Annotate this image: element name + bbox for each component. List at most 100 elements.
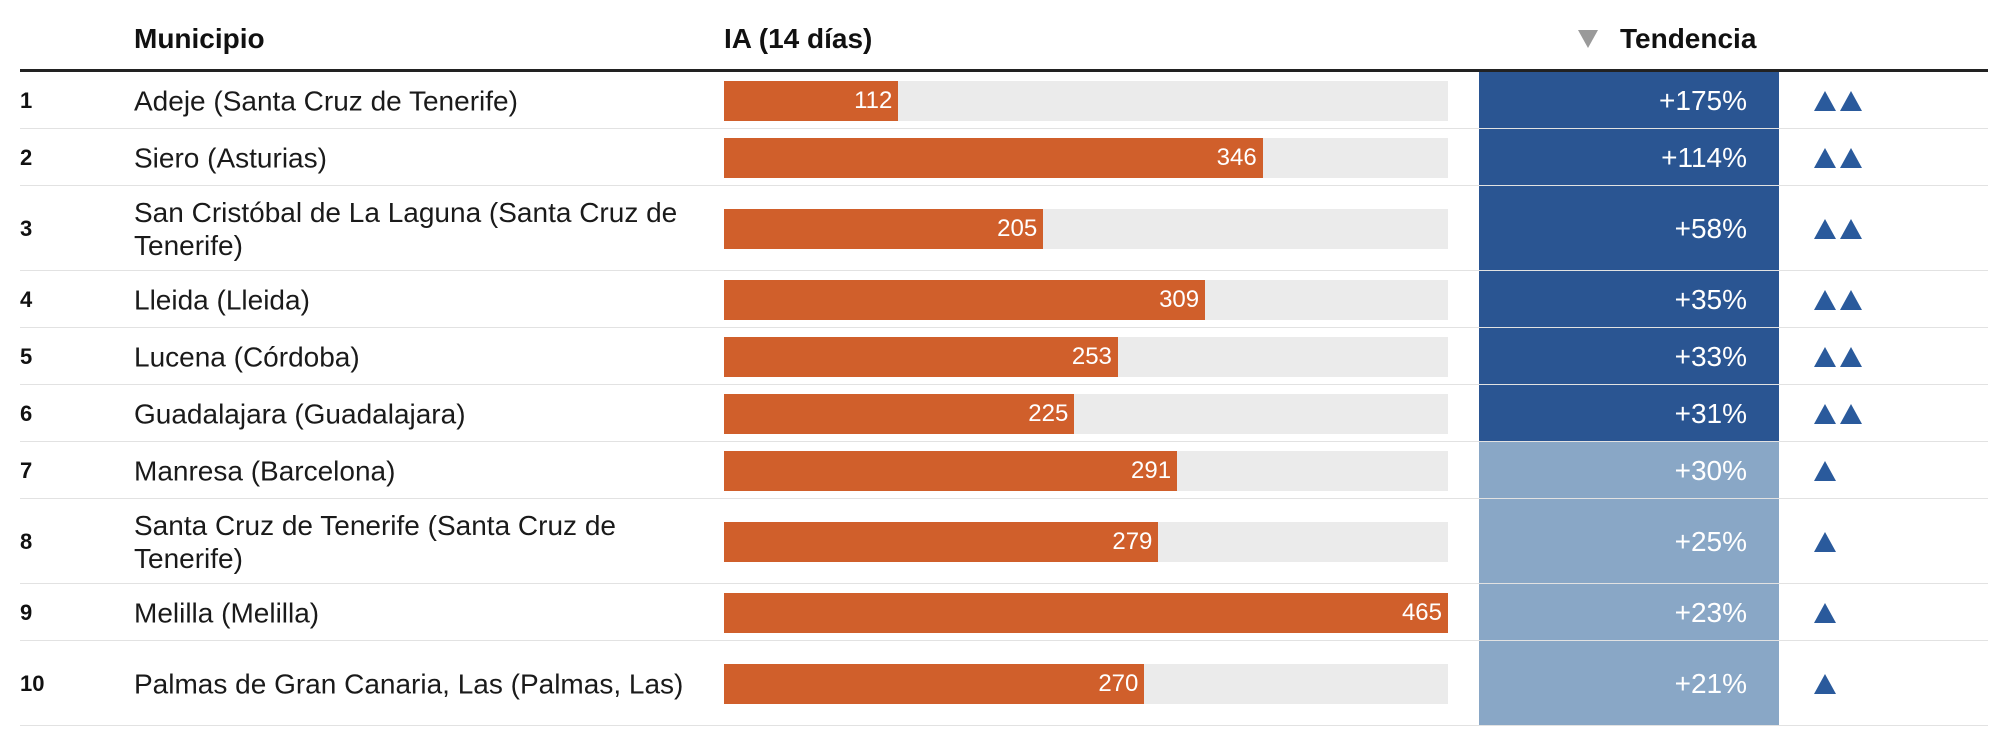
ia-value-label: 112 (854, 86, 893, 114)
trend-value: +25% (1674, 525, 1747, 557)
rank-number: 10 (20, 670, 45, 696)
trend-value: +35% (1674, 283, 1747, 315)
trend-value: +175% (1659, 84, 1747, 116)
header-ia[interactable]: IA (14 días) (724, 23, 873, 54)
ia-bar: 291 (724, 450, 1178, 491)
rank-number: 8 (20, 528, 33, 554)
municipio-name: Melilla (Melilla) (134, 597, 320, 628)
arrow-up-icon (1814, 460, 1836, 481)
table-row: +35% 4 Lleida (Lleida) 309 (0, 271, 2000, 328)
arrow-up-icon (1814, 289, 1836, 310)
municipio-name: Lleida (Lleida) (134, 284, 310, 315)
ia-value-label: 253 (1071, 342, 1112, 370)
trend-arrows (1814, 90, 1862, 111)
trend-arrows (1814, 289, 1862, 310)
bar-track: 205 (724, 208, 1448, 249)
bar-track: 346 (724, 137, 1448, 178)
trend-value: +31% (1674, 397, 1747, 429)
ia-bar: 112 (724, 80, 899, 121)
table-row: +23% 9 Melilla (Melilla) 465 (0, 584, 2000, 641)
row-divider (20, 270, 1988, 271)
row-divider (20, 327, 1988, 328)
trend-cell: +114% (1479, 129, 1779, 186)
row-divider (20, 128, 1988, 129)
ia-bar: 225 (724, 393, 1075, 434)
rank-number: 3 (20, 215, 33, 241)
trend-cell: +33% (1479, 328, 1779, 385)
trend-arrows (1814, 403, 1862, 424)
row-divider (20, 640, 1988, 641)
trend-arrows (1814, 147, 1862, 168)
rank-number: 2 (20, 144, 33, 170)
municipio-name: Palmas de Gran Canaria, Las (Palmas, Las… (134, 668, 684, 699)
table-row: +114% 2 Siero (Asturias) 346 (0, 129, 2000, 186)
trend-cell: +23% (1479, 584, 1779, 641)
municipio-name: Guadalajara (Guadalajara) (134, 398, 466, 429)
trend-cell: +21% (1479, 641, 1779, 726)
table-row: +31% 6 Guadalajara (Guadalajara) 225 (0, 385, 2000, 442)
ia-value-label: 270 (1098, 669, 1139, 697)
ia-value-label: 291 (1131, 456, 1172, 484)
bar-track: 465 (724, 592, 1448, 633)
bar-track: 309 (724, 279, 1448, 320)
rank-number: 9 (20, 599, 33, 625)
ia-value-label: 346 (1216, 143, 1257, 171)
table-row: +21% 10 Palmas de Gran Canaria, Las (Palma… (0, 641, 2000, 726)
municipio-name: Siero (Asturias) (134, 142, 327, 173)
trend-cell: +30% (1479, 442, 1779, 499)
bar-track: 112 (724, 80, 1448, 121)
rank-number: 6 (20, 400, 33, 426)
bar-track: 225 (724, 393, 1448, 434)
ia-value-label: 225 (1028, 399, 1069, 427)
ia-value-label: 465 (1401, 598, 1442, 626)
bar-track: 270 (724, 663, 1448, 704)
row-divider (20, 185, 1988, 186)
municipio-name: Santa Cruz de Tenerife (Santa Cruz de Te… (134, 509, 616, 574)
trend-cell: +175% (1479, 72, 1779, 129)
header-divider (20, 69, 1988, 72)
arrow-up-icon (1814, 147, 1836, 168)
arrow-up-icon (1840, 403, 1862, 424)
sort-desc-icon[interactable] (1578, 30, 1598, 48)
arrow-up-icon (1814, 602, 1836, 623)
row-divider (20, 441, 1988, 442)
ia-bar: 309 (724, 279, 1206, 320)
arrow-up-icon (1814, 403, 1836, 424)
municipio-name: San Cristóbal de La Laguna (Santa Cruz d… (134, 196, 678, 261)
ia-value-label: 279 (1112, 527, 1153, 555)
trend-cell: +25% (1479, 499, 1779, 584)
row-divider (20, 725, 1988, 726)
table-row: +25% 8 Santa Cruz de Tenerife (Santa Cruz … (0, 499, 2000, 584)
arrow-up-icon (1840, 90, 1862, 111)
arrow-up-icon (1814, 531, 1836, 552)
ia-bar: 279 (724, 521, 1159, 562)
row-divider (20, 583, 1988, 584)
header-tendencia[interactable]: Tendencia (1620, 23, 1757, 54)
row-divider (20, 384, 1988, 385)
ia-bar: 205 (724, 208, 1044, 249)
ia-value-label: 205 (997, 214, 1038, 242)
trend-cell: +58% (1479, 186, 1779, 271)
trend-arrows (1814, 602, 1836, 623)
trend-arrows (1814, 673, 1836, 694)
ia-bar: 346 (724, 137, 1263, 178)
trend-arrows (1814, 346, 1862, 367)
arrow-up-icon (1840, 289, 1862, 310)
trend-value: +21% (1674, 667, 1747, 699)
rank-number: 1 (20, 87, 33, 113)
trend-arrows (1814, 531, 1836, 552)
trend-cell: +35% (1479, 271, 1779, 328)
arrow-up-icon (1814, 90, 1836, 111)
trend-cell: +31% (1479, 385, 1779, 442)
municipio-name: Lucena (Córdoba) (134, 341, 360, 372)
bar-track: 279 (724, 521, 1448, 562)
header-municipio[interactable]: Municipio (134, 23, 265, 54)
table-row: +33% 5 Lucena (Córdoba) 253 (0, 328, 2000, 385)
table-row: +175% 1 Adeje (Santa Cruz de Tenerife) 112 (0, 72, 2000, 129)
arrow-up-icon (1840, 218, 1862, 239)
trend-value: +33% (1674, 340, 1747, 372)
municipio-name: Adeje (Santa Cruz de Tenerife) (134, 85, 518, 116)
trend-value: +23% (1674, 596, 1747, 628)
arrow-up-icon (1840, 346, 1862, 367)
